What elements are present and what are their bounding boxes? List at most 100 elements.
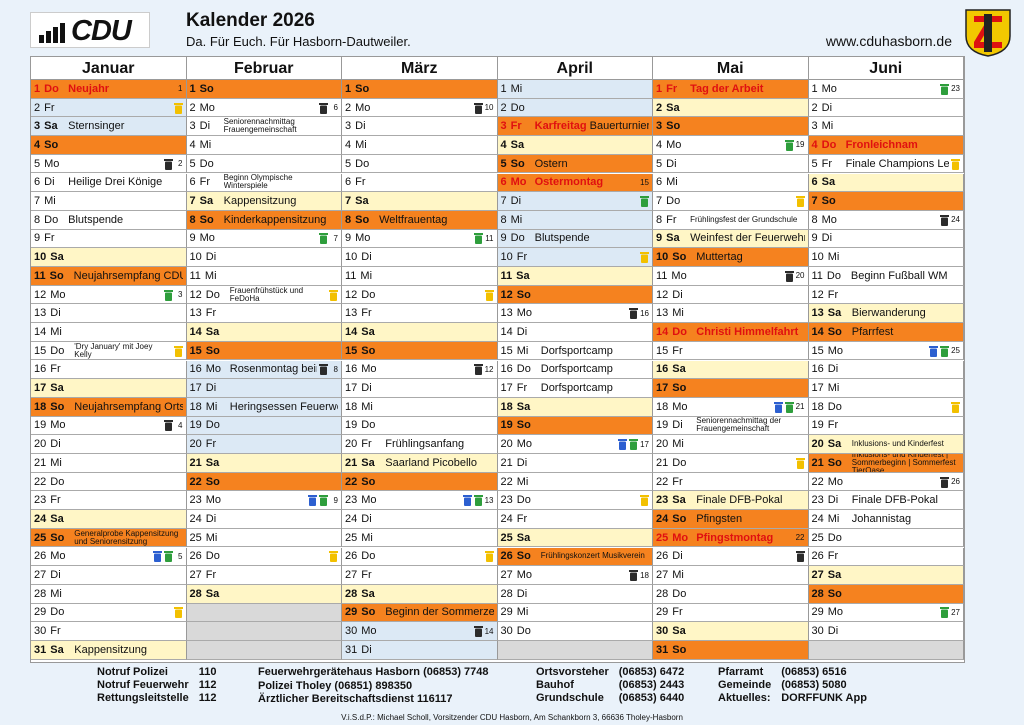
day-row: 12 So (497, 285, 653, 305)
day-number: 18 (189, 400, 202, 413)
weekday: Fr (510, 120, 522, 133)
weekday: Fr (821, 157, 833, 170)
weekday: Di (821, 101, 833, 114)
day-number: 14 (500, 325, 513, 338)
day-row: 7 Di (497, 192, 653, 211)
day-number: 21 (656, 456, 669, 469)
weekday: Mo (516, 438, 533, 451)
day-row: 16 Do Dorfsportcamp (497, 360, 653, 380)
weekday: Fr (666, 82, 678, 95)
event: Ostern (535, 158, 649, 170)
url[interactable]: www.cduhasborn.de (825, 33, 952, 49)
empty-row (186, 641, 342, 660)
weekday: Mi (672, 569, 684, 582)
day-row: 30 Di (808, 622, 964, 641)
day-row: 9 Mo 7 (186, 229, 342, 249)
day-row: 25 Mi (342, 528, 498, 548)
day-row: 18 Do (808, 397, 964, 417)
day-number: 30 (811, 625, 824, 638)
footer-value: DORFFUNK App (781, 692, 867, 704)
day-row: 22 Do (31, 472, 187, 492)
day-number: 13 (811, 307, 824, 320)
week-number: 15 (640, 177, 649, 187)
event: Ostermontag (535, 176, 638, 188)
weekday: Fr (827, 550, 839, 563)
day-row: 1 Do Neujahr 1 (31, 80, 187, 99)
day-row: 14 Mi (31, 323, 187, 342)
weekday: So (199, 213, 214, 226)
day-number: 19 (345, 419, 358, 432)
day-number: 14 (189, 325, 202, 338)
event-text: Bierwanderung (851, 307, 926, 320)
day-row: 3 Di Seniorennachmittag Frauengemeinschaft (186, 117, 342, 137)
event-text: Sternsinger (68, 120, 125, 133)
day-number: 9 (189, 232, 196, 245)
day-number: 12 (345, 288, 358, 301)
day-number: 3 (345, 120, 352, 133)
weekday: Do (666, 195, 681, 208)
day-number: 12 (34, 288, 47, 301)
weekday: Do (50, 475, 65, 488)
day-row: 27 Sa (808, 566, 964, 585)
day-row: 22 Mi (497, 472, 653, 492)
day-row: 31 So (653, 641, 809, 660)
bin-icon (163, 551, 173, 563)
weekday: Fr (205, 438, 217, 451)
weekday: Mo (672, 400, 688, 413)
bin-icon (940, 345, 950, 357)
day-row: 26 So Frühlingskonzert Musikverein (497, 547, 653, 567)
event-text: Dorfsportcamp (540, 344, 613, 357)
week-number: 25 (951, 346, 960, 356)
bin-icon (329, 551, 338, 563)
bin-icon (319, 364, 328, 376)
day-number: 22 (500, 475, 513, 488)
day-number: 26 (500, 550, 513, 563)
day-row: 20 Mo 17 (497, 435, 653, 454)
day-number: 23 (189, 494, 202, 507)
event-text: Bauerturnier (589, 120, 649, 133)
logo-bars (39, 23, 65, 43)
day-row: 4 So (31, 136, 187, 155)
weekday: Fr (827, 288, 839, 301)
weekday: Mo (361, 625, 377, 638)
day-number: 19 (811, 419, 824, 432)
event: Seniorennachmittag Frauengemeinschaft (224, 118, 338, 134)
day-row: 26 Do (186, 547, 342, 567)
holiday-name: Ostermontag (534, 176, 604, 189)
day-row: 8 Mi (497, 210, 653, 230)
weekday: Sa (361, 325, 375, 338)
day-number: 3 (500, 120, 507, 133)
day-number: 14 (34, 325, 47, 338)
weekday: Di (672, 288, 683, 301)
weekday: Di (44, 176, 55, 189)
bin-icon (163, 420, 173, 432)
week-number: 23 (951, 84, 960, 94)
bins (640, 195, 649, 208)
day-row: 3 Sa Sternsinger (31, 117, 187, 137)
day-row: 3 Di (342, 117, 498, 137)
empty-row (497, 641, 653, 660)
weekday: Di (50, 307, 61, 320)
weekday: Do (44, 213, 59, 226)
day-number: 27 (656, 569, 669, 582)
event: Tag der Arbeit (690, 83, 804, 95)
day-number: 17 (811, 382, 824, 395)
weekday: Di (355, 120, 366, 133)
event-text: Seniorennachmittag Frauengemeinschaft (223, 118, 297, 135)
holiday-name: Fronleichnam (845, 138, 918, 151)
bins (784, 270, 794, 282)
weekday: Mi (516, 344, 529, 357)
bin-icon (308, 495, 317, 507)
day-number: 28 (189, 587, 202, 600)
day-number: 5 (34, 157, 41, 170)
day-number: 21 (34, 456, 47, 469)
day-number: 11 (189, 269, 201, 282)
day-number: 1 (811, 82, 818, 95)
day-number: 1 (345, 82, 352, 95)
weekday: Sa (50, 512, 64, 525)
day-row: 18 Sa (497, 397, 653, 417)
day-number: 23 (345, 494, 358, 507)
day-row: 4 Mi (186, 136, 342, 155)
bins (940, 606, 950, 619)
